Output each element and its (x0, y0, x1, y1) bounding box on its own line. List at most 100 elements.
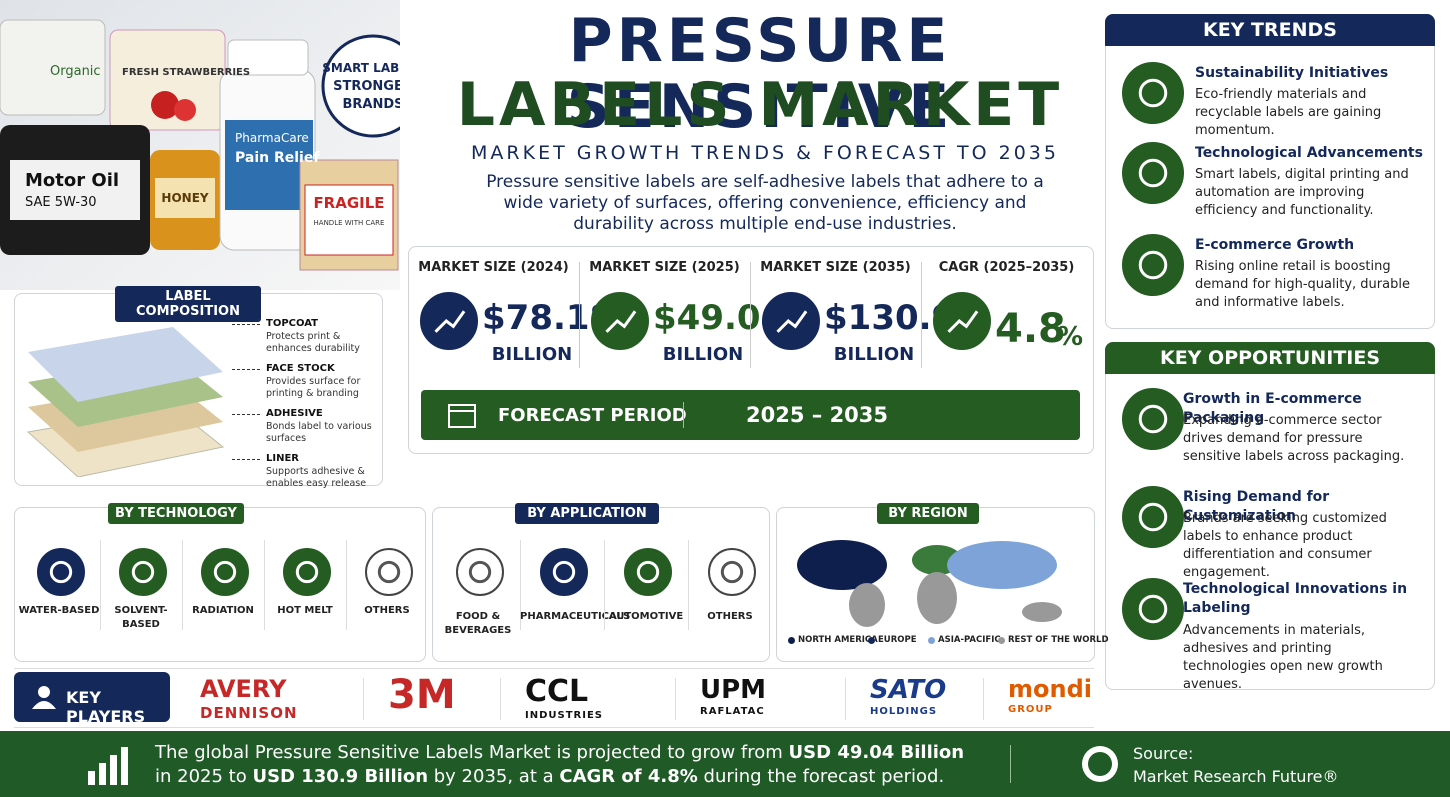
section-tag: BY APPLICATION (515, 503, 659, 524)
people-icon (32, 686, 56, 709)
company-sub: HOLDINGS (870, 706, 938, 717)
icon-glyph (295, 560, 319, 584)
item-title: Technological Innovations in Labeling (1183, 581, 1408, 616)
section-tag: BY REGION (877, 503, 979, 524)
icon-glyph (776, 310, 808, 333)
icon-glyph (377, 560, 401, 584)
footer-segment: CAGR of 4.8% (559, 766, 698, 787)
stat-unit: BILLION (833, 344, 915, 365)
item-label: SOLVENT-BASED (114, 605, 168, 630)
icon (1122, 62, 1184, 124)
divider (264, 540, 265, 630)
section-tag: LABEL COMPOSITION (115, 286, 261, 322)
stat-unit: % (1057, 322, 1084, 352)
panel-header: KEY TRENDS (1105, 14, 1435, 46)
company-sub: RAFLATAC (700, 706, 765, 717)
icon (456, 548, 504, 596)
hero-image: SMART LABELS STRONGER BRANDS Organic FRE… (0, 0, 400, 290)
growth-icon (88, 747, 128, 785)
leader-line (232, 414, 260, 415)
icon (591, 292, 649, 350)
footer-segment: USD 130.9 Billion (252, 766, 429, 787)
layer-desc: Protects print & enhances durability (266, 331, 360, 354)
company-name: CCL (525, 674, 589, 709)
legend-dot (998, 637, 1005, 644)
icon-glyph (720, 560, 744, 584)
divider (346, 540, 347, 630)
company-name: mondi (1008, 675, 1092, 703)
icon (201, 548, 249, 596)
players-row (14, 668, 1094, 728)
legend-label: ASIA-PACIFIC (938, 635, 1001, 645)
divider (579, 262, 580, 368)
forecast-label: FORECAST PERIOD (498, 405, 687, 426)
panel-header: KEY OPPORTUNITIES (1105, 342, 1435, 374)
icon-glyph (1138, 594, 1168, 624)
divider (683, 402, 684, 428)
item-label: AUTOMOTIVE (608, 611, 684, 622)
stat-label: MARKET SIZE (2035) (760, 260, 911, 275)
source: Market Research Future® (1133, 767, 1339, 786)
icon (420, 292, 478, 350)
item-title: Technological Advancements (1195, 145, 1423, 161)
item-label: RADIATION (192, 605, 254, 616)
icon-glyph (552, 560, 576, 584)
product-label: HONEY (161, 191, 208, 205)
icon-glyph (1138, 158, 1168, 188)
players-title: KEY PLAYERS (66, 688, 146, 726)
icon (283, 548, 331, 596)
badge-text: SMART LABELS (322, 61, 400, 75)
title: LABELS MARKET (456, 70, 1064, 140)
item-label: PHARMACEUTICALS (520, 611, 631, 622)
layer-name: ADHESIVE (266, 408, 323, 419)
footer-segment: The global Pressure Sensitive Labels Mar… (155, 742, 789, 763)
item-desc: Smart labels, digital printing and autom… (1195, 167, 1409, 218)
stat-label: MARKET SIZE (2024) (418, 260, 569, 275)
region-panel (776, 507, 1095, 662)
icon (37, 548, 85, 596)
icon-glyph (636, 560, 660, 584)
icon-glyph (213, 560, 237, 584)
legend-dot (868, 637, 875, 644)
company-name: UPM (700, 675, 767, 705)
layers-illustration (26, 327, 225, 477)
badge-text: BRANDS (342, 97, 400, 112)
divider (363, 678, 364, 720)
icon-glyph (434, 310, 466, 333)
icon (1122, 578, 1184, 640)
company-sub: DENNISON (200, 704, 298, 722)
icon-glyph (1138, 250, 1168, 280)
stat-label: MARKET SIZE (2025) (589, 260, 740, 275)
calendar-icon (448, 404, 476, 428)
product-label: FRAGILE (313, 194, 384, 212)
item-title: E-commerce Growth (1195, 237, 1355, 253)
icon (1122, 142, 1184, 204)
players-button: KEY PLAYERS (14, 672, 170, 726)
composition-panel (14, 293, 383, 486)
layer-desc: Bonds label to various surfaces (266, 421, 372, 444)
divider (750, 262, 751, 368)
icon-glyph (947, 310, 979, 333)
icon (1122, 234, 1184, 296)
layer-name: TOPCOAT (266, 318, 319, 329)
divider (675, 678, 676, 720)
divider (500, 678, 501, 720)
product-label: HANDLE WITH CARE (314, 219, 385, 227)
product-label: SAE 5W-30 (25, 195, 97, 210)
subtitle: MARKET GROWTH TRENDS & FORECAST TO 2035 (471, 142, 1059, 164)
stat-unit: BILLION (491, 344, 573, 365)
leader-line (232, 459, 260, 460)
divider (983, 678, 984, 720)
footer-segment: by 2035, at a (428, 766, 560, 787)
layer-name: LINER (266, 453, 299, 464)
globe-icon (1082, 746, 1118, 782)
section-tag: BY TECHNOLOGY (108, 503, 244, 524)
icon (624, 548, 672, 596)
legend-dot (788, 637, 795, 644)
icon (1122, 388, 1184, 450)
footer-segment: during the forecast period. (697, 766, 945, 787)
icon (540, 548, 588, 596)
legend-label: REST OF THE WORLD (1008, 635, 1109, 645)
item-label: FOOD & BEVERAGES (444, 611, 512, 636)
layer-desc: Supports adhesive & enables easy release (266, 466, 367, 489)
